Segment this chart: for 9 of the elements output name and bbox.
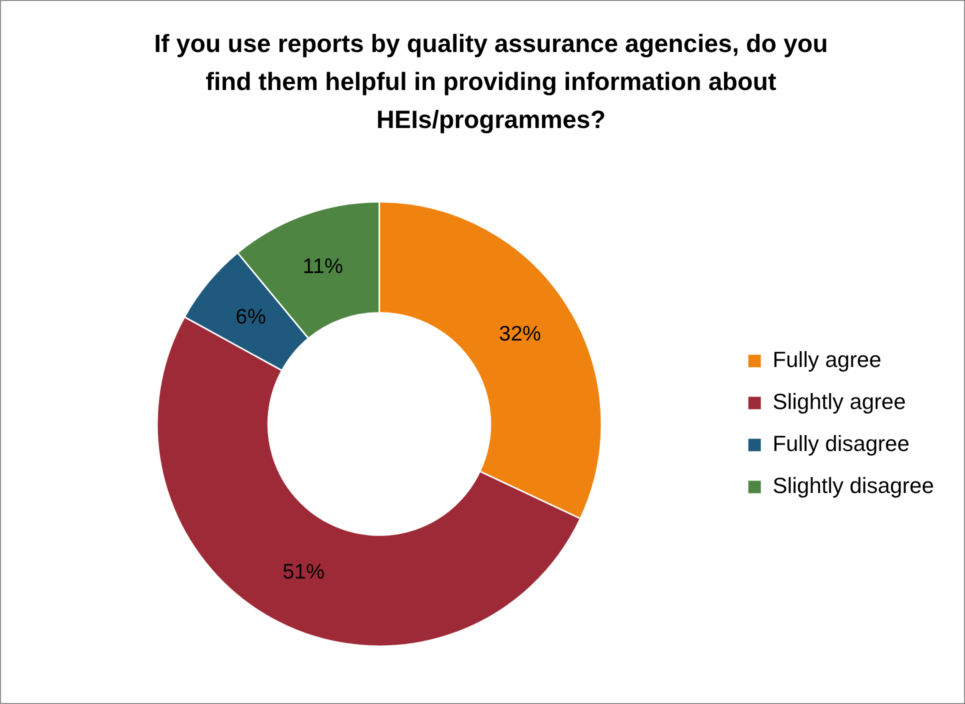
legend-label: Slightly agree	[772, 389, 906, 414]
legend-label: Slightly disagree	[772, 473, 934, 498]
data-label: 32%	[499, 322, 542, 346]
data-label: 51%	[282, 560, 325, 584]
legend-label: Fully disagree	[772, 431, 910, 456]
legend-label: Fully agree	[772, 347, 882, 372]
data-label: 6%	[236, 306, 266, 329]
data-label: 11%	[302, 254, 344, 278]
chart-title: If you use reports by quality assurance agencies, do you find them helpful in providing information about HEIs/programmes?	[153, 29, 829, 136]
